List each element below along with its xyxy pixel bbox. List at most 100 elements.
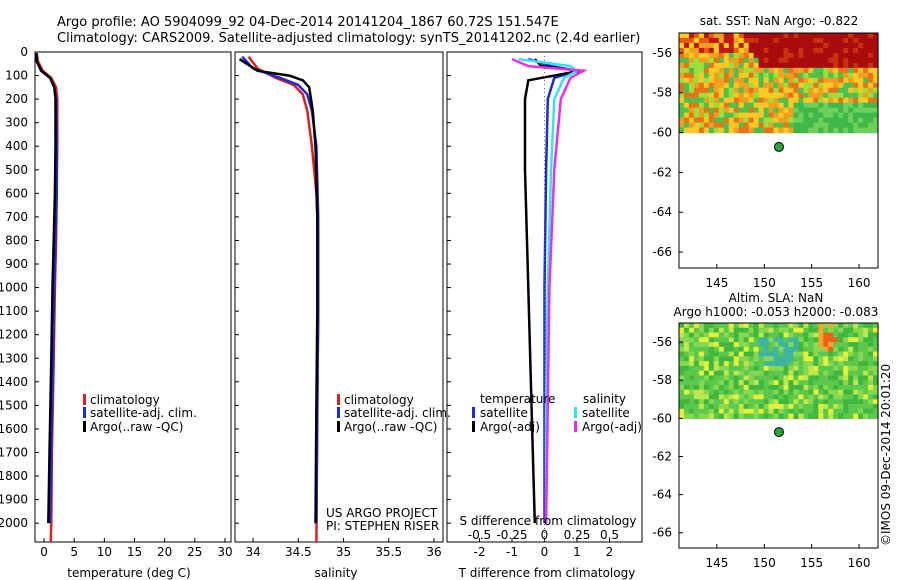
- map-cell: [813, 102, 819, 109]
- map-cell: [803, 72, 809, 79]
- map-cell: [818, 112, 824, 119]
- map-cell: [828, 82, 834, 89]
- map-cell: [753, 404, 760, 410]
- map-cell: [679, 107, 685, 114]
- map-cell: [783, 380, 790, 386]
- map-cell: [693, 57, 700, 64]
- map-cell: [793, 82, 799, 89]
- map-cell: [773, 337, 780, 343]
- map-cell: [873, 82, 879, 89]
- map-cell: [693, 127, 700, 134]
- legend-swatch-satellite: [83, 407, 86, 418]
- map-cell: [813, 337, 819, 343]
- map-cell: [683, 332, 690, 338]
- map-cell: [748, 332, 755, 338]
- map-cell: [788, 47, 795, 54]
- map-cell: [843, 413, 849, 419]
- map-cell: [838, 97, 844, 104]
- map-cell: [788, 122, 795, 129]
- map-cell: [743, 394, 750, 400]
- map-cell: [753, 117, 760, 124]
- map-cell: [688, 87, 695, 94]
- map-cell: [848, 327, 854, 334]
- map-cell: [813, 408, 819, 415]
- map-cell: [838, 323, 844, 329]
- s-tick-label: 0.25: [564, 528, 591, 542]
- map-cell: [773, 342, 780, 348]
- map-cell: [778, 117, 785, 124]
- map-cell: [733, 384, 740, 391]
- map-cell: [788, 67, 795, 74]
- map-cell: [693, 356, 700, 362]
- map-cell: [798, 351, 804, 357]
- map-cell: [858, 112, 864, 119]
- map-cell: [853, 380, 859, 386]
- map-cell: [813, 356, 819, 362]
- depth-tick-label: 1500: [0, 398, 28, 412]
- map-cell: [753, 62, 760, 69]
- map-cell: [813, 361, 819, 367]
- map-cell: [683, 112, 690, 119]
- map-cell: [693, 346, 700, 353]
- depth-tick-label: 1600: [0, 422, 28, 436]
- map-y-tick-label: -64: [652, 488, 672, 502]
- map-cell: [723, 346, 730, 353]
- map-cell: [863, 122, 869, 129]
- map-cell: [818, 92, 824, 99]
- map-cell: [733, 365, 740, 372]
- map-cell: [718, 117, 725, 124]
- map-cell: [843, 370, 849, 377]
- map-cell: [823, 52, 829, 59]
- map-cell: [868, 413, 874, 419]
- map-cell: [858, 57, 864, 64]
- map-cell: [728, 389, 735, 396]
- map-cell: [743, 342, 750, 348]
- map-cell: [803, 122, 809, 129]
- map-cell: [813, 351, 819, 357]
- map-cell: [753, 72, 760, 79]
- map-cell: [793, 342, 799, 348]
- map-cell: [823, 380, 829, 386]
- map-cell: [698, 87, 705, 94]
- x-tick-label: 15: [127, 545, 142, 559]
- map-cell: [818, 87, 824, 94]
- map-cell: [703, 82, 710, 89]
- map-cell: [763, 117, 770, 124]
- map-cell: [838, 413, 844, 419]
- map-cell: [788, 92, 795, 99]
- map-cell: [738, 92, 745, 99]
- map-cell: [793, 399, 799, 405]
- map-cell: [738, 342, 745, 348]
- map-cell: [758, 127, 765, 134]
- map-cell: [828, 72, 834, 79]
- map-cell: [708, 327, 715, 334]
- legend-swatch-climatology: [337, 394, 340, 405]
- map-cell: [743, 87, 750, 94]
- map-cell: [733, 370, 740, 377]
- map-cell: [793, 361, 799, 367]
- map-cell: [683, 342, 690, 348]
- map-cell: [793, 92, 799, 99]
- map-cell: [683, 67, 690, 74]
- map-cell: [733, 413, 740, 419]
- map-cell: [773, 82, 780, 89]
- map-cell: [708, 337, 715, 343]
- map-cell: [783, 342, 790, 348]
- map-cell: [798, 33, 804, 39]
- map-cell: [793, 375, 799, 381]
- map-cell: [848, 346, 854, 353]
- legend-label-argo: Argo(..raw -QC): [90, 420, 183, 434]
- map-cell: [863, 413, 869, 419]
- map-cell: [813, 52, 819, 59]
- map-cell: [823, 112, 829, 119]
- map-cell: [773, 413, 780, 419]
- x-tick-label: 10: [97, 545, 112, 559]
- map-cell: [833, 117, 839, 124]
- map-cell: [679, 42, 685, 49]
- imos-watermark: ©IMOS 09-Dec-2014 20:01:20: [879, 364, 893, 546]
- map-cell: [778, 327, 785, 334]
- map-cell: [693, 102, 700, 109]
- map-cell: [863, 62, 869, 69]
- map-cell: [679, 394, 685, 400]
- map-cell: [723, 117, 730, 124]
